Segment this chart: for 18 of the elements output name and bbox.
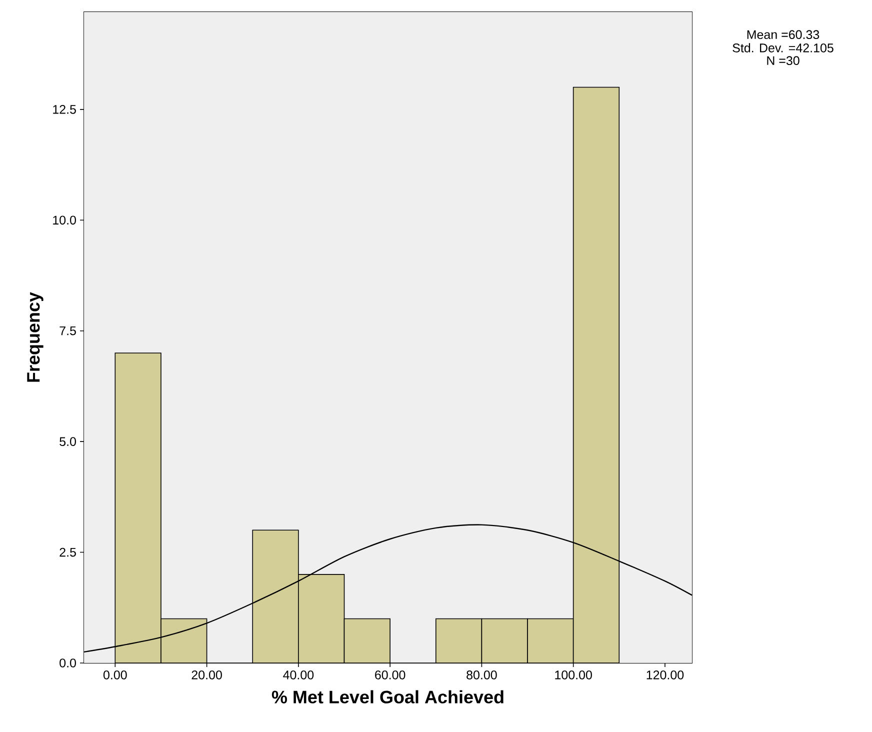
y-tick-label: 7.5 — [60, 326, 76, 336]
y-tick-label: 12.5 — [53, 104, 76, 114]
x-tick-label: 80.00 — [466, 670, 497, 680]
x-tick-label: 60.00 — [375, 670, 406, 680]
y-tick-label: 10.0 — [53, 216, 76, 225]
x-tick-label: 0.00 — [103, 670, 127, 680]
x-axis-title: % Met Level Goal Achieved — [272, 690, 504, 704]
y-axis-title: Frequency — [27, 292, 44, 382]
y-tick-label: 5.0 — [60, 437, 76, 446]
x-tick-label: 100.00 — [555, 670, 592, 680]
text: N =30 — [767, 56, 800, 66]
x-tick-label: 20.00 — [192, 670, 222, 680]
text: Mean =60.33 — [747, 30, 820, 40]
y-tick-label: 2.5 — [60, 548, 76, 557]
y-tick-label: 0.0 — [60, 658, 76, 668]
x-tick-label: 40.00 — [283, 670, 314, 680]
x-tick-label: 120.00 — [646, 670, 684, 680]
text: Std. Dev. =42.105 — [732, 43, 834, 52]
